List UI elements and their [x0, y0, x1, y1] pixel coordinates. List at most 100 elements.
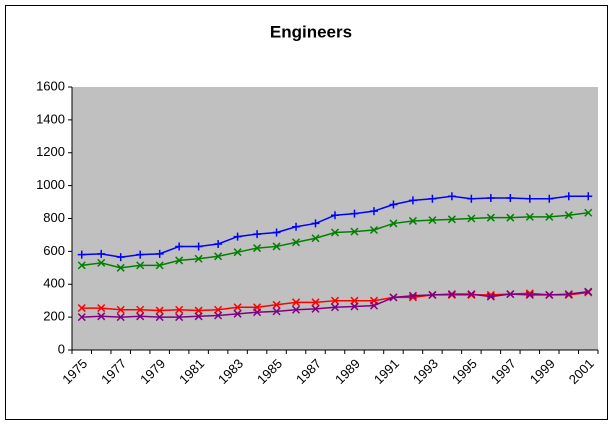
data-point — [506, 193, 515, 202]
data-point — [486, 292, 495, 301]
data-point — [428, 194, 437, 203]
data-point — [194, 306, 203, 315]
y-tick-label: 400 — [43, 276, 65, 291]
data-point — [408, 196, 417, 205]
data-point — [467, 194, 476, 203]
data-point — [292, 238, 301, 247]
data-point — [272, 228, 281, 237]
y-tick-label: 800 — [43, 210, 65, 225]
data-point — [272, 300, 281, 309]
data-point — [506, 213, 515, 222]
data-point — [408, 291, 417, 300]
data-point — [97, 258, 106, 267]
data-point — [214, 305, 223, 314]
data-point — [116, 313, 125, 322]
data-point — [525, 194, 534, 203]
data-point — [369, 207, 378, 216]
data-point — [447, 290, 456, 299]
data-point — [292, 298, 301, 307]
data-point — [77, 250, 86, 259]
data-point — [116, 253, 125, 262]
data-point — [175, 313, 184, 322]
data-point — [311, 219, 320, 228]
data-point — [136, 261, 145, 270]
data-point — [350, 302, 359, 311]
data-point — [253, 230, 262, 239]
data-point — [175, 256, 184, 265]
data-point — [564, 192, 573, 201]
data-point — [155, 306, 164, 315]
data-point — [116, 263, 125, 272]
data-point — [292, 222, 301, 231]
data-point — [350, 227, 359, 236]
data-point — [467, 290, 476, 299]
data-point — [564, 290, 573, 299]
data-point — [194, 254, 203, 263]
data-point — [272, 307, 281, 316]
data-point — [330, 296, 340, 305]
data-point — [311, 304, 320, 313]
data-point — [253, 244, 262, 253]
y-tick-label: 1600 — [36, 78, 65, 93]
data-point — [525, 212, 534, 221]
data-point — [545, 212, 554, 221]
data-point — [97, 249, 106, 258]
data-point — [233, 303, 242, 312]
data-point — [408, 216, 417, 225]
data-point — [584, 287, 593, 296]
data-point — [77, 313, 86, 322]
y-tick-label: 200 — [43, 309, 65, 324]
y-tick-label: 1000 — [36, 177, 65, 192]
y-tick-label: 0 — [58, 341, 65, 356]
data-point — [369, 301, 378, 310]
data-point — [155, 313, 164, 322]
data-point — [175, 242, 184, 251]
data-point — [136, 250, 145, 259]
data-point — [330, 303, 340, 312]
data-point — [311, 234, 320, 243]
data-point — [447, 215, 456, 224]
data-point — [467, 214, 476, 223]
data-point — [486, 193, 495, 202]
data-point — [584, 208, 593, 217]
data-point — [506, 290, 515, 299]
data-point — [545, 194, 554, 203]
data-point — [194, 312, 203, 321]
data-point — [428, 216, 437, 225]
chart-title: Engineers — [270, 22, 352, 41]
data-point — [486, 290, 495, 299]
data-point — [331, 211, 339, 220]
data-point — [389, 200, 398, 209]
data-point — [97, 304, 106, 313]
data-point — [77, 261, 86, 270]
data-point — [214, 252, 223, 261]
data-point — [155, 261, 164, 270]
data-point — [369, 225, 378, 235]
data-point — [350, 296, 359, 305]
data-point — [584, 192, 593, 201]
data-point — [545, 290, 554, 299]
y-tick-label: 1400 — [36, 111, 65, 126]
data-point — [389, 293, 398, 302]
data-point — [272, 242, 281, 251]
data-point — [136, 305, 145, 314]
data-point — [116, 305, 125, 314]
data-point — [447, 192, 456, 201]
data-point — [175, 305, 184, 314]
data-point — [233, 232, 242, 241]
data-point — [136, 312, 145, 321]
data-point — [389, 219, 398, 228]
data-point — [194, 242, 203, 251]
data-point — [155, 249, 164, 258]
data-point — [233, 309, 242, 318]
data-point — [214, 311, 223, 320]
data-point — [214, 239, 223, 248]
data-point — [233, 248, 242, 257]
data-point — [253, 308, 262, 317]
data-point — [428, 290, 437, 299]
data-point — [564, 211, 573, 220]
data-point — [486, 213, 495, 222]
data-point — [97, 312, 106, 321]
